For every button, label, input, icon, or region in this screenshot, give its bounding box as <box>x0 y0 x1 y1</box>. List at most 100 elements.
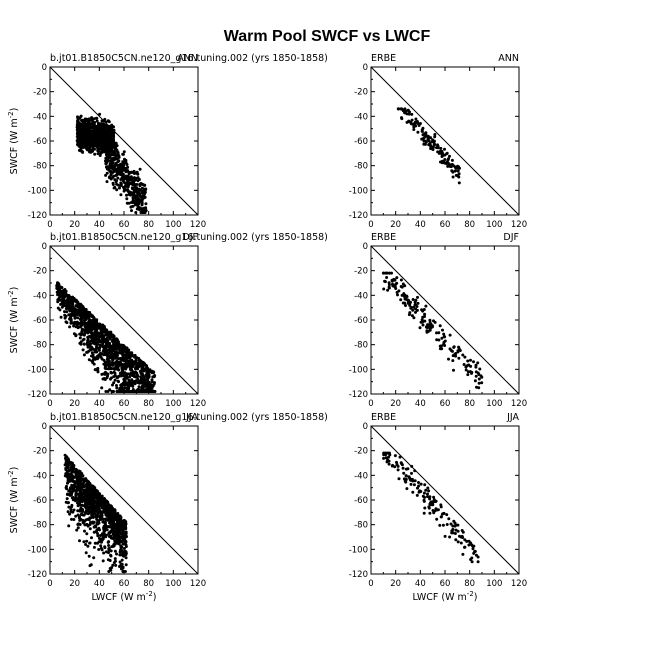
scatter-point <box>58 292 62 296</box>
scatter-point <box>122 353 126 357</box>
y-tick-label: 0 <box>42 422 47 432</box>
scatter-point <box>135 207 139 211</box>
scatter-point <box>471 547 475 551</box>
scatter-point <box>138 390 141 393</box>
scatter-point <box>122 383 126 387</box>
scatter-point <box>445 151 449 155</box>
scatter-point <box>76 131 80 135</box>
scatter-point <box>96 133 100 137</box>
scatter-point <box>88 348 92 352</box>
scatter-point <box>143 378 147 382</box>
scatter-point <box>90 132 94 136</box>
scatter-point <box>130 383 134 387</box>
scatter-point <box>461 530 465 534</box>
scatter-point <box>113 517 117 521</box>
scatter-point <box>414 120 418 124</box>
scatter-point <box>412 305 416 309</box>
scatter-point <box>106 130 110 133</box>
scatter-point <box>432 142 436 146</box>
scatter-point <box>429 136 432 140</box>
scatter-point <box>417 490 421 494</box>
scatter-point <box>112 170 116 173</box>
scatter-point <box>92 520 96 524</box>
scatter-point <box>139 377 143 381</box>
scatter-point <box>97 346 100 350</box>
scatter-point <box>147 381 151 385</box>
scatter-point <box>115 540 119 544</box>
scatter-point <box>98 154 102 157</box>
scatter-point <box>421 309 425 313</box>
scatter-point <box>77 477 81 481</box>
scatter-point <box>72 321 75 325</box>
scatter-point <box>428 318 432 322</box>
scatter-point <box>121 542 125 546</box>
scatter-point <box>68 325 72 329</box>
scatter-point <box>74 514 78 518</box>
scatter-point <box>112 534 116 538</box>
scatter-point <box>71 510 75 514</box>
scatter-point <box>115 359 119 363</box>
scatter-point <box>101 345 105 349</box>
scatter-point <box>70 517 73 521</box>
scatter-point <box>442 511 446 515</box>
scatter-point <box>141 190 145 193</box>
scatter-point <box>386 288 390 292</box>
scatter-point <box>86 494 90 498</box>
scatter-point <box>115 384 118 387</box>
scatter-point <box>101 145 105 149</box>
scatter-point <box>124 525 127 528</box>
scatter-point <box>58 298 62 302</box>
scatter-point <box>108 531 112 535</box>
scatter-point <box>125 381 129 385</box>
scatter-point <box>130 373 134 376</box>
scatter-point <box>443 158 447 161</box>
scatter-point <box>422 491 426 495</box>
scatter-point <box>80 131 84 134</box>
scatter-point <box>84 505 88 509</box>
scatter-point <box>124 556 128 560</box>
scatter-point <box>130 209 133 213</box>
scatter-point <box>115 526 118 530</box>
x-tick-label: 20 <box>390 579 401 589</box>
x-tick-label: 120 <box>190 579 206 589</box>
scatter-point <box>407 298 410 302</box>
scatter-point <box>124 348 128 352</box>
scatter-point <box>107 120 111 124</box>
scatter-point <box>382 451 386 455</box>
panel-ann-erbe: 0 20 40 60 80 100 120 0 -20 -40 -60 -80 -100 -120 ERBE… <box>349 53 527 230</box>
scatter-point <box>445 162 448 166</box>
x-tick-label: 0 <box>368 579 373 589</box>
scatter-point <box>426 495 429 499</box>
panel-right-label: DJF <box>503 232 519 243</box>
scatter-point <box>126 189 130 193</box>
x-tick-label: 80 <box>143 399 154 409</box>
scatter-point <box>107 360 111 364</box>
scatter-point <box>92 357 95 361</box>
x-tick-label: 20 <box>69 399 80 409</box>
scatter-point <box>126 177 129 181</box>
scatter-point <box>462 363 466 366</box>
y-tick-label: -120 <box>349 390 368 400</box>
scatter-point <box>450 531 454 535</box>
panel-right-label: ANN <box>177 53 198 64</box>
scatter-point <box>82 342 86 346</box>
scatter-point <box>71 313 75 317</box>
scatter-point <box>443 147 446 151</box>
scatter-point <box>449 348 453 352</box>
scatter-point <box>112 381 116 385</box>
panel-left-label: b.jt01.B1850C5CN.ne120_g16.tuning.002 (y… <box>50 232 328 243</box>
scatter-point <box>122 377 126 381</box>
scatter-point <box>435 331 438 335</box>
scatter-point <box>78 539 81 543</box>
scatter-point <box>66 466 70 469</box>
scatter-point <box>393 465 397 469</box>
scatter-point <box>100 506 104 510</box>
scatter-point <box>447 517 451 521</box>
scatter-point <box>110 146 114 150</box>
x-tick-label: 100 <box>486 220 502 230</box>
scatter-point <box>86 142 90 146</box>
scatter-point <box>119 390 123 393</box>
scatter-point <box>111 341 115 345</box>
y-tick-label: -40 <box>33 471 47 481</box>
scatter-point <box>93 348 97 352</box>
